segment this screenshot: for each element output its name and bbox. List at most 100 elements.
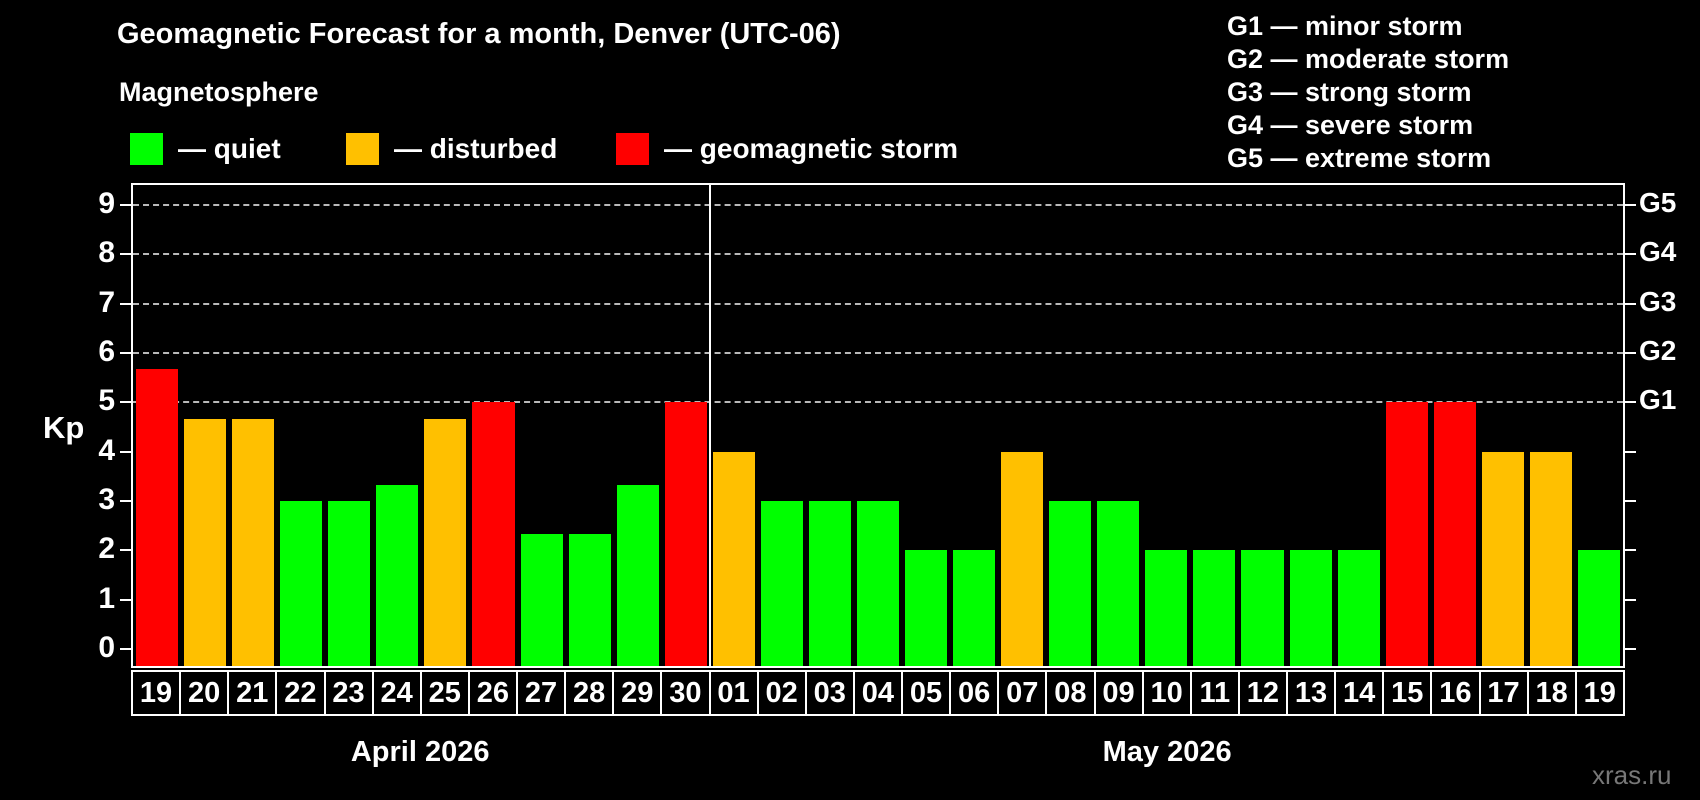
kp-bar [472, 402, 515, 666]
legend-item-label: — geomagnetic storm [664, 133, 959, 164]
right-tick-7 [1625, 302, 1636, 305]
day-label: 02 [756, 670, 807, 716]
magnetosphere-label: Magnetosphere [119, 77, 319, 107]
storm-scale-legend: G1 — minor storm G2 — moderate storm G3 — … [1227, 10, 1509, 175]
kp-bar [1337, 550, 1380, 666]
right-tick-6 [1625, 351, 1636, 354]
right-tick-3 [1625, 500, 1636, 503]
day-label: 03 [804, 670, 855, 716]
plot-area [120, 183, 1636, 668]
day-label: 19 [131, 670, 182, 716]
kp-bar [664, 402, 707, 666]
day-label: 27 [516, 670, 567, 716]
left-tick-1 [120, 598, 131, 601]
right-tick-0 [1625, 648, 1636, 651]
kp-bar [1001, 451, 1044, 666]
right-axis-label-g4: G4 [1639, 236, 1677, 268]
gridline-kp-8 [133, 253, 1623, 256]
y-axis-label: 3 [98, 483, 115, 517]
kp-bar [376, 484, 419, 666]
right-tick-5 [1625, 401, 1636, 404]
left-tick-7 [120, 302, 131, 305]
left-tick-9 [120, 203, 131, 206]
left-tick-0 [120, 648, 131, 651]
kp-bar [1193, 550, 1236, 666]
day-label: 10 [1141, 670, 1192, 716]
quiet-swatch-icon [130, 133, 163, 165]
left-tick-3 [120, 500, 131, 503]
day-label: 13 [1286, 670, 1337, 716]
kp-bar [616, 484, 659, 666]
left-tick-4 [120, 450, 131, 453]
day-label: 06 [949, 670, 1000, 716]
day-label: 23 [323, 670, 374, 716]
day-label: 14 [1334, 670, 1385, 716]
day-label: 25 [419, 670, 470, 716]
disturbed-swatch-icon [346, 133, 379, 165]
kp-bar [1385, 402, 1428, 666]
kp-bar [1433, 402, 1476, 666]
kp-bar [1145, 550, 1188, 666]
kp-bar [184, 418, 227, 666]
storm-scale-legend-line: G1 — minor storm [1227, 11, 1463, 41]
left-tick-2 [120, 549, 131, 552]
storm-scale-legend-line: G4 — severe storm [1227, 110, 1474, 140]
day-label: 07 [997, 670, 1048, 716]
watermark: xras.ru [1592, 760, 1672, 790]
day-label: 05 [901, 670, 952, 716]
y-axis-label: 1 [98, 581, 115, 615]
day-label: 22 [275, 670, 326, 716]
legend-item-disturbed: — disturbed [346, 133, 557, 165]
kp-bar [712, 451, 755, 666]
right-axis-label-g1: G1 [1639, 384, 1677, 416]
day-axis-row: 19 20 21 22 23 24 25 26 27 28 29 30 01 02 03 04 05 06 07 08… [131, 670, 1625, 716]
right-tick-8 [1625, 253, 1636, 256]
legend-item-storm: — geomagnetic storm [616, 133, 958, 165]
left-tick-5 [120, 401, 131, 404]
gridline-kp-9 [133, 203, 1623, 206]
right-axis-label-g3: G3 [1639, 285, 1677, 317]
gridline-kp-6 [133, 351, 1623, 354]
kp-bar [905, 550, 948, 666]
right-tick-1 [1625, 598, 1636, 601]
chart-title: Geomagnetic Forecast for a month, Denver… [117, 18, 841, 50]
kp-bar [953, 550, 996, 666]
y-axis-label: 6 [98, 334, 115, 368]
day-label: 12 [1237, 670, 1288, 716]
right-tick-4 [1625, 450, 1636, 453]
day-label: 28 [564, 670, 615, 716]
gridline-kp-5 [133, 401, 1623, 404]
right-axis-label-g5: G5 [1639, 186, 1677, 218]
day-label: 26 [467, 670, 518, 716]
left-tick-8 [120, 253, 131, 256]
day-label: 30 [660, 670, 711, 716]
kp-bar [808, 501, 851, 666]
storm-scale-legend-line: G5 — extreme storm [1227, 143, 1492, 173]
kp-bar [520, 534, 563, 666]
legend-item-label: — quiet [178, 133, 281, 164]
day-label: 18 [1526, 670, 1577, 716]
day-label: 08 [1045, 670, 1096, 716]
y-axis-label: 2 [98, 532, 115, 566]
kp-bar [424, 418, 467, 666]
month-separator [708, 185, 711, 666]
kp-bar [856, 501, 900, 666]
right-tick-2 [1625, 549, 1636, 552]
y-axis-label: 7 [98, 285, 115, 319]
kp-bar [328, 501, 371, 666]
day-label: 11 [1189, 670, 1240, 716]
kp-bar [1577, 550, 1620, 666]
day-label: 19 [1574, 670, 1625, 716]
right-tick-9 [1625, 203, 1636, 206]
kp-bar [1289, 550, 1332, 666]
kp-bar [1241, 550, 1284, 666]
kp-bar [1049, 501, 1092, 666]
month-label: April 2026 [350, 736, 490, 768]
kp-bar [136, 369, 179, 666]
day-label: 24 [371, 670, 422, 716]
kp-bar [280, 501, 323, 666]
y-axis-label: 8 [98, 236, 115, 270]
kp-bar [1529, 451, 1572, 666]
kp-bar [1097, 501, 1140, 666]
